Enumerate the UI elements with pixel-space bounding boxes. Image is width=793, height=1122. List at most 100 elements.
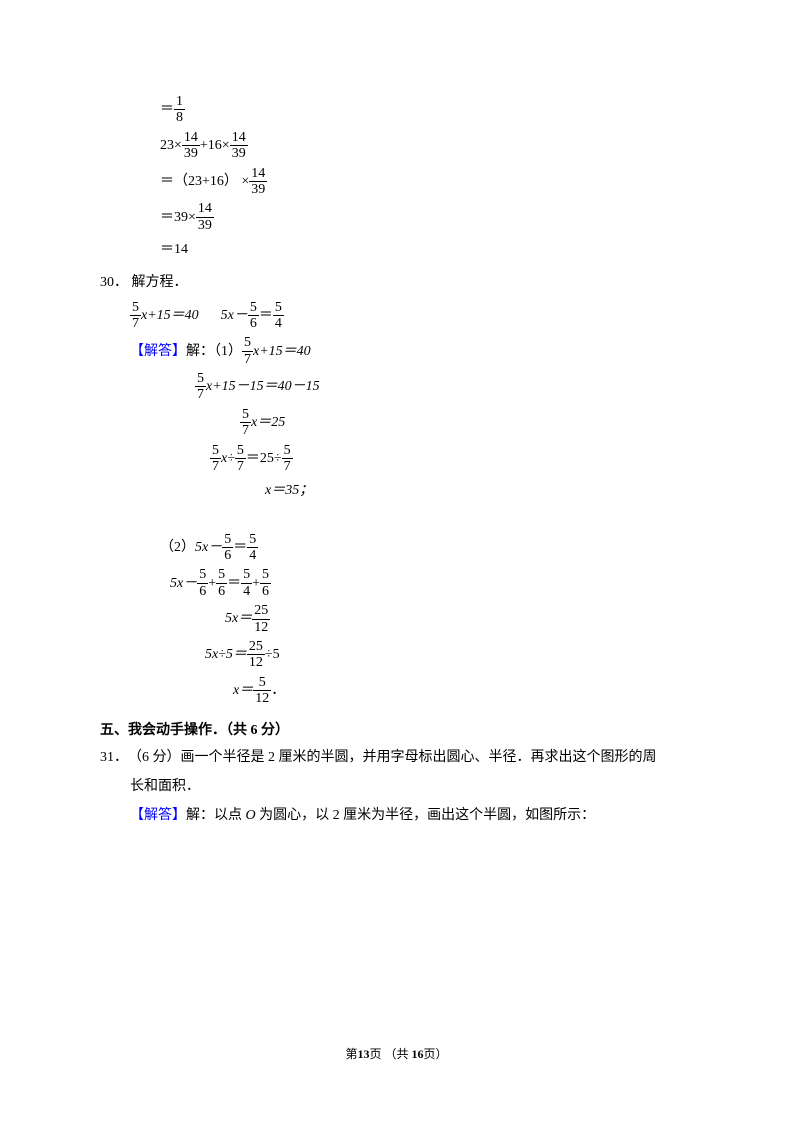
frac-den: 7 (210, 459, 221, 474)
expr: ＝14 (160, 242, 188, 257)
expr: x÷ (221, 446, 235, 471)
frac-num: 5 (247, 532, 258, 548)
cont-line-5: ＝14 (160, 237, 693, 262)
frac-num: 5 (210, 443, 221, 459)
expr: ＝（23+16） × (160, 169, 249, 194)
frac-den: 6 (216, 584, 227, 599)
q30-p1-step3: 5 7 x＝25 (240, 407, 693, 439)
section-heading-text: 五、我会动手操作．（共 6 分） (100, 723, 289, 738)
frac-den: 4 (247, 548, 258, 563)
footer-suf: 页） (424, 1047, 448, 1061)
cont-line-4: ＝39× 14 39 (160, 201, 693, 233)
frac-den: 7 (242, 352, 253, 367)
fraction: 5 6 (216, 567, 227, 599)
frac-den: 6 (222, 548, 233, 563)
page-container: ＝ 1 8 23× 14 39 +16× 14 39 ＝（23+16） × 14… (0, 0, 793, 1122)
expr: x＝ (233, 678, 253, 703)
frac-den: 12 (253, 691, 271, 706)
answer-prefix: 解：（1） (186, 339, 242, 364)
fraction: 5 7 (195, 371, 206, 403)
frac-den: 6 (197, 584, 208, 599)
expr: ＝25÷ (246, 446, 282, 471)
frac-num: 5 (248, 300, 259, 316)
question-number: 31． (100, 745, 128, 770)
frac-den: 7 (130, 316, 141, 331)
frac-num: 5 (273, 300, 284, 316)
expr: ＝39× (160, 205, 196, 230)
frac-den: 7 (240, 423, 251, 438)
frac-den: 39 (230, 146, 248, 161)
expr: ＝ (233, 535, 247, 560)
frac-num: 5 (222, 532, 233, 548)
expr: ． (271, 678, 285, 703)
fraction: 25 12 (252, 603, 270, 635)
fraction: 5 6 (260, 567, 271, 599)
section-5-heading: 五、我会动手操作．（共 6 分） (100, 719, 693, 739)
fraction: 14 39 (249, 166, 267, 198)
frac-den: 6 (260, 584, 271, 599)
expr: ÷5 (265, 642, 280, 667)
fraction: 5 12 (253, 675, 271, 707)
frac-den: 6 (248, 316, 259, 331)
question-number: 30． (100, 270, 128, 295)
frac-den: 4 (241, 584, 252, 599)
cont-line-2: 23× 14 39 +16× 14 39 (160, 130, 693, 162)
fraction: 5 6 (248, 300, 259, 332)
fraction: 14 39 (230, 130, 248, 162)
q31-line1: 31．（6 分）画一个半径是 2 厘米的半圆，并用字母标出圆心、半径．再求出这个… (100, 745, 693, 770)
frac-den: 39 (182, 146, 200, 161)
q31-line2: 长和面积． (130, 774, 693, 799)
q30-heading: 30． 解方程． (100, 270, 693, 295)
expr: ＝ (227, 571, 241, 596)
frac-num: 5 (282, 443, 293, 459)
expr: x＝35； (265, 483, 313, 498)
footer-page-num: 13 (357, 1047, 369, 1061)
frac-num: 5 (195, 371, 206, 387)
q31-answer: 【解答】解：以点 O 为圆心，以 2 厘米为半径，画出这个半圆，如图所示： (130, 803, 693, 828)
expr: x+15＝40 (253, 339, 311, 364)
expr: 5x－ (170, 571, 197, 596)
fraction: 5 7 (282, 443, 293, 475)
footer-pre: 第 (345, 1047, 357, 1061)
frac-num: 14 (249, 166, 267, 182)
fraction: 5 4 (247, 532, 258, 564)
frac-den: 7 (195, 387, 206, 402)
frac-den: 12 (252, 620, 270, 635)
q30-p1-step5: x＝35； (265, 478, 693, 503)
frac-num: 14 (196, 201, 214, 217)
frac-den: 7 (235, 459, 246, 474)
expr: 5x－ (221, 303, 248, 328)
expr: x＝25 (251, 410, 285, 435)
fraction: 5 7 (210, 443, 221, 475)
part-label: （2） (160, 535, 195, 560)
frac-num: 25 (247, 639, 265, 655)
page-footer: 第13页 （共 16页） (0, 1045, 793, 1062)
question-points: （6 分） (128, 750, 181, 765)
answer-label: 【解答】 (130, 339, 186, 364)
fraction: 5 7 (130, 300, 141, 332)
frac-num: 5 (235, 443, 246, 459)
frac-num: 1 (174, 94, 185, 110)
expr: x+15＝40 (141, 303, 199, 328)
fraction: 5 7 (240, 407, 251, 439)
q30-p1-step2: 5 7 x+15－15＝40－15 (195, 371, 693, 403)
frac-den: 39 (249, 182, 267, 197)
expr: 5x－ (195, 535, 222, 560)
frac-den: 4 (273, 316, 284, 331)
fraction: 5 7 (242, 335, 253, 367)
question-title: 解方程． (132, 275, 188, 290)
frac-num: 5 (242, 335, 253, 351)
frac-num: 5 (241, 567, 252, 583)
frac-num: 5 (197, 567, 208, 583)
q30-p2-step2: 5x－ 5 6 + 5 6 ＝ 5 4 + 5 6 (170, 567, 693, 599)
cont-line-3: ＝（23+16） × 14 39 (160, 166, 693, 198)
question-text: 长和面积． (130, 779, 200, 794)
frac-num: 5 (130, 300, 141, 316)
expr: +16× (200, 133, 230, 158)
fraction: 5 4 (241, 567, 252, 599)
q30-given: 5 7 x+15＝40 5x－ 5 6 ＝ 5 4 (130, 300, 693, 332)
answer-label: 【解答】 (130, 808, 186, 823)
q30-p2-step3: 5x＝ 25 12 (225, 603, 693, 635)
expr: + (252, 571, 260, 596)
frac-num: 14 (182, 130, 200, 146)
